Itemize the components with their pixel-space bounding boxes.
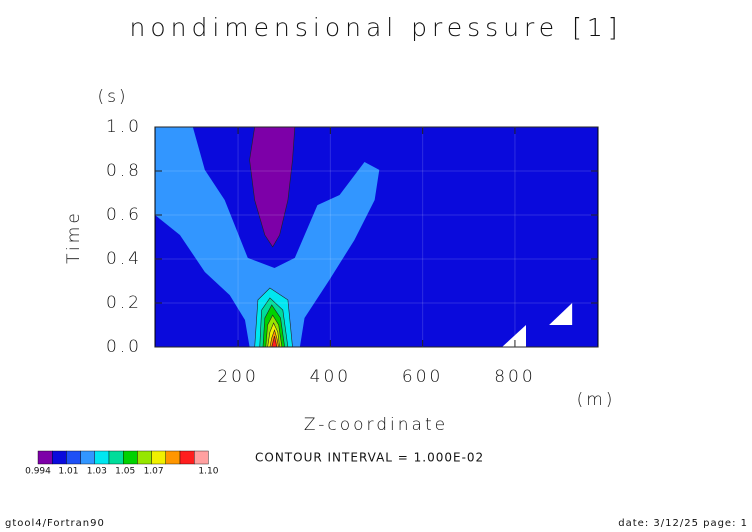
colorbar-box: [52, 450, 67, 465]
contour-region: [155, 127, 380, 347]
y-axis-label: Time: [64, 210, 84, 264]
colorbar-box: [80, 450, 95, 465]
y-tick-label: 1.0: [106, 117, 142, 137]
y-tick-label: 0.0: [106, 337, 142, 357]
colorbar-box: [151, 450, 167, 465]
x-unit: (m): [577, 390, 616, 410]
colorbar-label: 0.994: [25, 467, 51, 477]
colorbar-label: 1.01: [58, 467, 78, 477]
y-tick-label: 0.6: [106, 205, 142, 225]
colorbar-box: [66, 450, 81, 465]
colorbar-box: [122, 450, 138, 465]
contour-region: [549, 303, 573, 325]
colorbar-label: 1.05: [115, 467, 135, 477]
contour-region: [249, 127, 296, 248]
y-tick-label: 0.8: [106, 161, 142, 181]
contour-interval: CONTOUR INTERVAL = 1.000E-02: [255, 451, 484, 465]
contour-region: [271, 335, 278, 347]
plot-area: [155, 127, 598, 347]
chart-title: nondimensional pressure [1]: [129, 13, 622, 42]
plot-frame: [154, 126, 599, 348]
y-unit: (s): [97, 87, 128, 107]
footer-right: date: 3/12/25 page: 1: [618, 518, 748, 529]
x-tick-label: 200: [217, 367, 258, 387]
x-tick-label: 600: [402, 367, 443, 387]
x-tick-label: 800: [494, 367, 535, 387]
x-axis-label: Z-coordinate: [304, 415, 448, 435]
colorbar-box: [193, 450, 209, 465]
colorbar-box: [179, 450, 195, 465]
colorbar-label: 1.07: [144, 467, 164, 477]
colorbar-label: 1.10: [198, 467, 218, 477]
colorbar-box: [108, 450, 124, 465]
colorbar-box: [137, 450, 152, 465]
colorbar-box: [37, 450, 53, 465]
y-tick-label: 0.2: [106, 293, 142, 313]
footer-left: gtool4/Fortran90: [5, 518, 105, 529]
colorbar-label: 1.03: [87, 467, 107, 477]
colorbar-box: [94, 450, 110, 465]
x-tick-label: 400: [310, 367, 351, 387]
colorbar-box: [165, 450, 181, 465]
y-tick-label: 0.4: [106, 249, 142, 269]
contour-region: [502, 325, 527, 347]
